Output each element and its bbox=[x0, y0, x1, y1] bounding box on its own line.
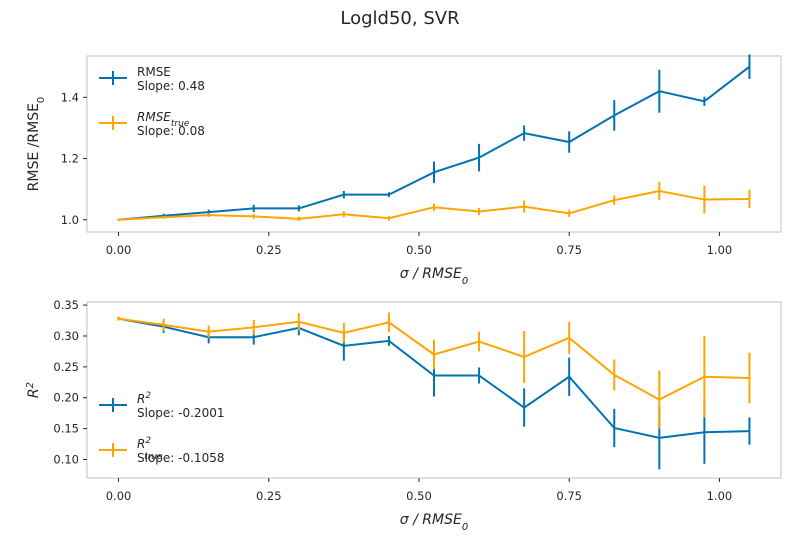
y-tick-label: 0.20 bbox=[53, 391, 79, 405]
y-axis-label: RMSE /RMSE0 bbox=[26, 97, 47, 192]
x-tick-label: 0.75 bbox=[556, 489, 582, 503]
y-tick-label: 1.4 bbox=[61, 90, 79, 104]
x-tick-label: 0.00 bbox=[106, 489, 132, 503]
y-tick-label: 0.15 bbox=[53, 422, 79, 436]
legend-slope-label: Slope: 0.48 bbox=[137, 79, 205, 93]
legend-slope-label: Slope: -0.1058 bbox=[137, 451, 224, 465]
series-blue bbox=[117, 54, 751, 221]
legend-slope-label: Slope: 0.08 bbox=[137, 124, 205, 138]
legend-label: RMSE bbox=[137, 65, 171, 79]
series-orange bbox=[117, 312, 751, 429]
x-tick-label: 0.50 bbox=[406, 243, 432, 257]
legend-slope-label: Slope: -0.2001 bbox=[137, 406, 224, 420]
x-tick-label: 1.00 bbox=[707, 243, 733, 257]
plot-panel-top: 0.00 0.25 0.50 0.75 1.00 1.0 1.2 1.4 σ / RMSE0 RM… bbox=[26, 54, 782, 287]
y-tick-label: 0.10 bbox=[53, 452, 79, 466]
y-axis-label: R2 bbox=[25, 382, 43, 398]
y-tick-label: 0.25 bbox=[53, 360, 79, 374]
x-tick-label: 0.75 bbox=[556, 243, 582, 257]
x-axis-label: σ / RMSE0 bbox=[400, 266, 468, 287]
y-tick-label: 1.2 bbox=[61, 152, 79, 166]
x-tick-label: 0.50 bbox=[406, 489, 432, 503]
y-tick-label: 0.35 bbox=[53, 298, 79, 312]
series-orange bbox=[117, 181, 751, 221]
figure-title: Logld50, SVR bbox=[340, 8, 460, 29]
legend-label: RMSEtrue bbox=[137, 110, 190, 129]
x-tick-label: 0.25 bbox=[256, 243, 282, 257]
y-tick-label: 0.30 bbox=[53, 329, 79, 343]
legend-label: R2 true bbox=[137, 436, 163, 462]
plot-frame bbox=[86, 301, 782, 479]
x-tick-label: 0.00 bbox=[106, 243, 132, 257]
series-line bbox=[118, 65, 751, 221]
x-tick-label: 0.25 bbox=[256, 489, 282, 503]
plot-panel-bottom: 0.00 0.25 0.50 0.75 1.00 0.10 0.15 0.20 0.25 0.30… bbox=[25, 298, 782, 533]
legend-label: R2 bbox=[137, 391, 151, 406]
y-tick-label: 1.0 bbox=[61, 213, 79, 227]
x-axis-label: σ / RMSE0 bbox=[400, 512, 468, 533]
x-tick-label: 1.00 bbox=[707, 489, 733, 503]
plot-frame bbox=[86, 55, 782, 233]
